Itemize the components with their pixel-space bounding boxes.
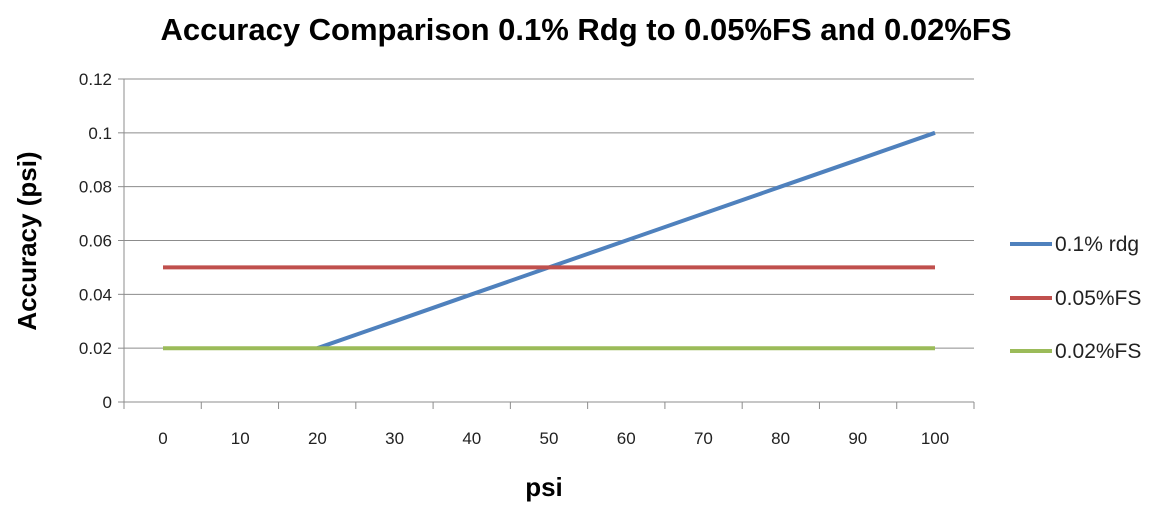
y-axis-title: Accuracy (psi): [12, 151, 42, 330]
legend-label: 0.02%FS: [1055, 340, 1141, 363]
legend: 0.1% rdg 0.05%FS 0.02%FS: [1010, 233, 1141, 363]
series-line-1: [316, 130, 936, 351]
x-tick-label: 50: [540, 429, 559, 448]
y-tick-label: 0.06: [79, 232, 112, 251]
legend-label: 0.1% rdg: [1055, 233, 1139, 256]
gridlines: [124, 78, 974, 349]
x-tick-label: 20: [308, 429, 327, 448]
y-tick-label: 0.12: [79, 70, 112, 89]
x-axis-tick-labels: 0 10 20 30 40 50 60 70 80 90 100: [158, 429, 949, 448]
x-tick-label: 60: [617, 429, 636, 448]
axes: [118, 78, 975, 409]
x-tick-label: 40: [462, 429, 481, 448]
y-tick-label: 0.04: [79, 285, 112, 304]
x-tick-label: 10: [231, 429, 250, 448]
y-tick-label: 0.08: [79, 178, 112, 197]
x-tick-label: 30: [385, 429, 404, 448]
y-tick-label: 0.1: [88, 124, 112, 143]
legend-label: 0.05%FS: [1055, 287, 1141, 310]
y-tick-label: 0.02: [79, 339, 112, 358]
y-axis-tick-labels: 0 0.02 0.04 0.06 0.08 0.1 0.12: [79, 70, 112, 412]
y-tick-label: 0: [103, 393, 112, 412]
x-tick-label: 80: [771, 429, 790, 448]
x-tick-label: 90: [848, 429, 867, 448]
x-tick-label: 0: [158, 429, 167, 448]
series-lines: [163, 130, 936, 351]
chart-title: Accuracy Comparison 0.1% Rdg to 0.05%FS …: [160, 12, 1011, 47]
x-axis-title: psi: [525, 472, 563, 502]
x-tick-label: 70: [694, 429, 713, 448]
x-tick-label: 100: [921, 429, 949, 448]
